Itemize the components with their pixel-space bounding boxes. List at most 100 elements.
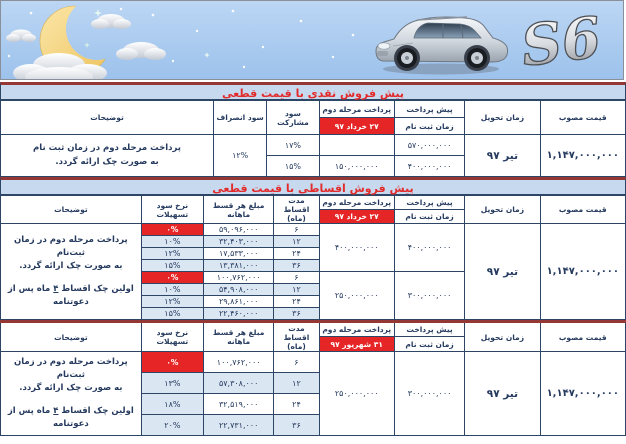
col-header-delivery: زمان تحویل — [464, 195, 541, 224]
col-header-prepay-sub: زمان ثبت نام — [393, 209, 466, 224]
stage2-date-badge: ۲۷ خرداد ۹۷ — [318, 209, 395, 224]
cell-months: ۲۴ — [273, 393, 320, 415]
notes-line: به صورت چک ارائه گردد. — [19, 261, 123, 272]
cell-months: ۳۶ — [273, 259, 320, 272]
cell-months: ۶ — [273, 223, 320, 236]
col-header-delivery: زمان تحویل — [464, 100, 541, 135]
table-row: ۱,۱۴۷,۰۰۰,۰۰۰ تیر ۹۷ ۴۰۰,۰۰۰,۰۰۰ ۴۰۰,۰۰۰… — [0, 223, 626, 320]
table-row: ۳۶ ۲۲,۴۶۰,۰۰۰ ۱۵% — [1, 307, 626, 320]
cell-months: ۶ — [273, 351, 320, 373]
col-header-price: قیمت مصوب — [539, 195, 626, 224]
cell-rate: ۲۰% — [140, 414, 205, 436]
cell-amount: ۱۳,۳۸۱,۰۰۰ — [203, 259, 275, 272]
installment-section-title: پیش فروش اقساطی با قیمت قطعی — [0, 177, 626, 195]
cell-stage2: ۲۵۰,۰۰۰,۰۰۰ — [318, 351, 395, 436]
col-header-rate: نرخ سود تسهیلات — [140, 321, 205, 352]
table-row: ۳۶ ۲۲,۷۳۱,۰۰۰ ۲۰% — [1, 414, 626, 436]
cash-section-title: پیش فروش نقدی با قیمت قطعی — [0, 82, 626, 100]
cell-rate: ۰% — [140, 351, 205, 373]
table-row: ۱,۱۴۷,۰۰۰,۰۰۰ تیر ۹۷ ۳۰۰,۰۰۰,۰۰۰ ۲۵۰,۰۰۰… — [0, 351, 626, 436]
cell-rate: ۰% — [140, 223, 205, 236]
cell-prepay: ۳۰۰,۰۰۰,۰۰۰ — [393, 351, 466, 436]
notes-line: پرداخت مرحله دوم در زمان ثبت‌نام — [13, 235, 128, 259]
notes-line: اولین چک اقساط ۴ ماه پس از دعوتنامه — [7, 405, 134, 429]
notes-line: پرداخت مرحله دوم در زمان ثبت نام — [33, 143, 181, 154]
cloud-icon — [6, 14, 166, 79]
cell-partnership: ۱۷% — [266, 134, 320, 156]
cell-notes: پرداخت مرحله دوم در زمان ثبت‌نام به صورت… — [0, 223, 142, 320]
cell-amount: ۱۰۰,۷۶۲,۰۰۰ — [203, 271, 275, 284]
notes-line: به صورت چک ارائه گردد. — [55, 156, 159, 167]
cell-rate: ۱۵% — [140, 307, 205, 320]
cell-amount: ۱۰۰,۷۶۲,۰۰۰ — [203, 351, 275, 373]
stage2-date-badge: ۲۷ خرداد ۹۷ — [318, 117, 395, 135]
cell-rate: ۱۲% — [140, 295, 205, 308]
cell-delivery: تیر ۹۷ — [464, 134, 541, 177]
col-header-prepay-sub: زمان ثبت نام — [393, 117, 466, 135]
cell-delivery: تیر ۹۷ — [464, 223, 541, 320]
col-header-price: قیمت مصوب — [539, 100, 626, 135]
cell-notes: پرداخت مرحله دوم در زمان ثبت‌نام به صورت… — [0, 351, 142, 436]
cell-price: ۱,۱۴۷,۰۰۰,۰۰۰ — [539, 223, 626, 320]
cell-rate: ۱۰% — [140, 235, 205, 248]
table-row: ۱۲ ۵۷,۳۰۸,۰۰۰ ۱۳% — [1, 372, 626, 394]
installment-table-1: قیمت مصوب زمان تحویل پیش پرداخت پرداخت م… — [0, 195, 626, 320]
cell-rate: ۱۲% — [140, 247, 205, 260]
cell-price: ۱,۱۴۷,۰۰۰,۰۰۰ — [539, 351, 626, 436]
table-row: ۱۲ ۳۲,۴۰۳,۰۰۰ ۱۰% — [1, 235, 626, 248]
banner: S6 — [0, 0, 624, 80]
col-header-delivery: زمان تحویل — [464, 321, 541, 352]
price-sheet: پیش فروش نقدی با قیمت قطعی قیمت مصوب زما… — [0, 82, 626, 436]
col-header-prepay: پیش پرداخت — [393, 195, 466, 210]
cell-amount: ۵۷,۳۰۸,۰۰۰ — [203, 372, 275, 394]
installment-table-2: قیمت مصوب زمان تحویل پیش پرداخت پرداخت م… — [0, 320, 626, 436]
cell-months: ۱۲ — [273, 283, 320, 296]
stars-icon — [7, 7, 355, 69]
col-header-stage2: پرداخت مرحله دوم — [318, 100, 395, 118]
car-image — [375, 16, 509, 75]
col-header-stage2: پرداخت مرحله دوم — [318, 321, 395, 337]
col-header-notes: توضیحات — [0, 321, 142, 352]
table-row: ۴۰۰,۰۰۰,۰۰۰ ۱۵۰,۰۰۰,۰۰۰ ۱۵% — [1, 155, 626, 177]
cell-price: ۱,۱۴۷,۰۰۰,۰۰۰ — [539, 134, 626, 177]
cell-months: ۶ — [273, 271, 320, 284]
cell-amount: ۵۹,۰۹۶,۰۰۰ — [203, 223, 275, 236]
cell-cancellation: ۱۲% — [213, 134, 268, 177]
col-header-cancellation: سود انصراف — [213, 100, 268, 135]
cell-prepay: ۴۰۰,۰۰۰,۰۰۰ — [393, 155, 466, 177]
cell-stage2: ۱۵۰,۰۰۰,۰۰۰ — [318, 155, 395, 177]
table-row: ۱,۱۴۷,۰۰۰,۰۰۰ تیر ۹۷ ۵۷۰,۰۰۰,۰۰۰ ۱۷% ۱۲%… — [0, 134, 626, 177]
notes-line: پرداخت مرحله دوم در زمان ثبت‌نام — [13, 357, 128, 381]
col-header-rate: نرخ سود تسهیلات — [140, 195, 205, 224]
cell-amount: ۱۷,۵۳۳,۰۰۰ — [203, 247, 275, 260]
cell-stage2 — [318, 134, 395, 156]
cell-stage2: ۴۰۰,۰۰۰,۰۰۰ — [318, 223, 395, 272]
cell-stage2: ۲۵۰,۰۰۰,۰۰۰ — [318, 271, 395, 320]
col-header-stage2: پرداخت مرحله دوم — [318, 195, 395, 210]
col-header-amount: مبلغ هر قسط ماهانه — [203, 321, 275, 352]
stage2-date-badge: ۳۱ شهریور ۹۷ — [318, 336, 395, 352]
cell-prepay: ۵۷۰,۰۰۰,۰۰۰ — [393, 134, 466, 156]
cash-table: قیمت مصوب زمان تحویل پیش پرداخت پرداخت م… — [0, 100, 626, 177]
cell-rate: ۱۳% — [140, 372, 205, 394]
cell-months: ۲۴ — [273, 247, 320, 260]
cell-rate: ۰% — [140, 271, 205, 284]
col-header-months: مدت اقساط (ماه) — [273, 195, 320, 224]
col-header-price: قیمت مصوب — [539, 321, 626, 352]
table-row: ۳۶ ۱۳,۳۸۱,۰۰۰ ۱۵% — [1, 259, 626, 272]
cell-prepay: ۴۰۰,۰۰۰,۰۰۰ — [393, 223, 466, 272]
cell-delivery: تیر ۹۷ — [464, 351, 541, 436]
col-header-notes: توضیحات — [0, 100, 215, 135]
table-row: ۳۰۰,۰۰۰,۰۰۰ ۲۵۰,۰۰۰,۰۰۰ ۶ ۱۰۰,۷۶۲,۰۰۰ ۰% — [1, 271, 626, 320]
cell-rate: ۱۸% — [140, 393, 205, 415]
cell-amount: ۳۲,۴۰۳,۰۰۰ — [203, 235, 275, 248]
col-header-prepay-sub: زمان ثبت نام — [393, 336, 466, 352]
cell-months: ۱۲ — [273, 235, 320, 248]
model-badge: S6 — [518, 4, 605, 79]
cell-rate: ۱۵% — [140, 259, 205, 272]
table-row: ۱۲ ۵۴,۹۰۸,۰۰۰ ۱۰% — [1, 283, 626, 296]
cell-amount: ۲۹,۸۶۱,۰۰۰ — [203, 295, 275, 308]
col-header-months: مدت اقساط (ماه) — [273, 321, 320, 352]
cell-months: ۳۶ — [273, 307, 320, 320]
